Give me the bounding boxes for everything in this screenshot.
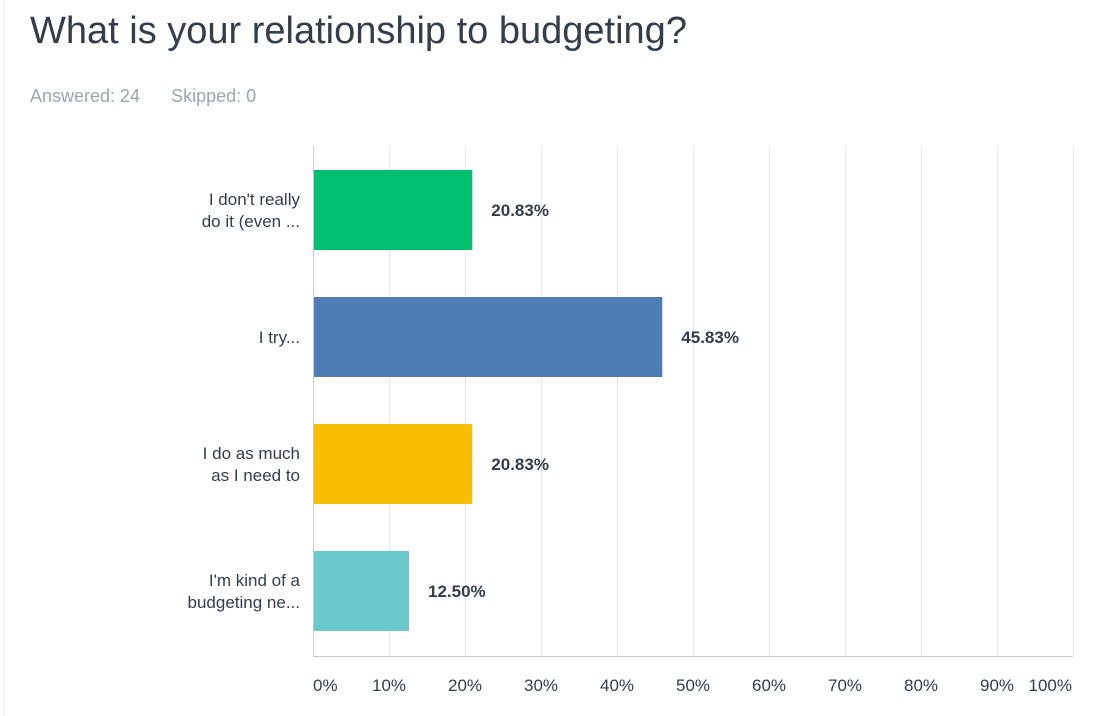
x-tick-label: 80% (904, 676, 938, 695)
x-tick-label: 0% (313, 676, 338, 695)
x-tick-label: 30% (524, 676, 558, 695)
skipped-count: Skipped: 0 (171, 86, 257, 106)
bar (314, 424, 473, 504)
category-label-line: do it (even ... (202, 212, 300, 231)
category-label-line: I try... (259, 328, 300, 347)
x-tick-label: 10% (372, 676, 406, 695)
response-stats: Answered: 24 Skipped: 0 (30, 86, 282, 107)
bar-value-label: 20.83% (491, 455, 549, 474)
panel-left-border (4, 0, 5, 716)
x-tick-label: 100% (1029, 676, 1072, 695)
category-label-line: budgeting ne... (188, 593, 300, 612)
bar-value-label: 20.83% (491, 201, 549, 220)
x-tick-label: 70% (828, 676, 862, 695)
category-label-line: I'm kind of a (209, 571, 301, 590)
category-label-line: I don't really (209, 190, 301, 209)
bar (314, 551, 409, 631)
category-label: I'm kind of a budgeting ne... (188, 571, 301, 612)
bar (314, 297, 663, 377)
bar-value-label: 45.83% (681, 328, 739, 347)
category-label: I try... (259, 328, 300, 347)
x-tick-label: 50% (676, 676, 710, 695)
x-tick-label: 60% (752, 676, 786, 695)
category-label-line: as I need to (211, 466, 300, 485)
x-tick-label: 90% (980, 676, 1014, 695)
x-tick-label: 40% (600, 676, 634, 695)
category-label: I do as much as I need to (203, 444, 300, 485)
category-label: I don't really do it (even ... (202, 190, 301, 231)
category-label-line: I do as much (203, 444, 300, 463)
question-title: What is your relationship to budgeting? (30, 10, 687, 52)
answered-count: Answered: 24 (30, 86, 141, 106)
bar-value-label: 12.50% (428, 582, 486, 601)
bar (314, 170, 473, 250)
x-tick-label: 20% (448, 676, 482, 695)
